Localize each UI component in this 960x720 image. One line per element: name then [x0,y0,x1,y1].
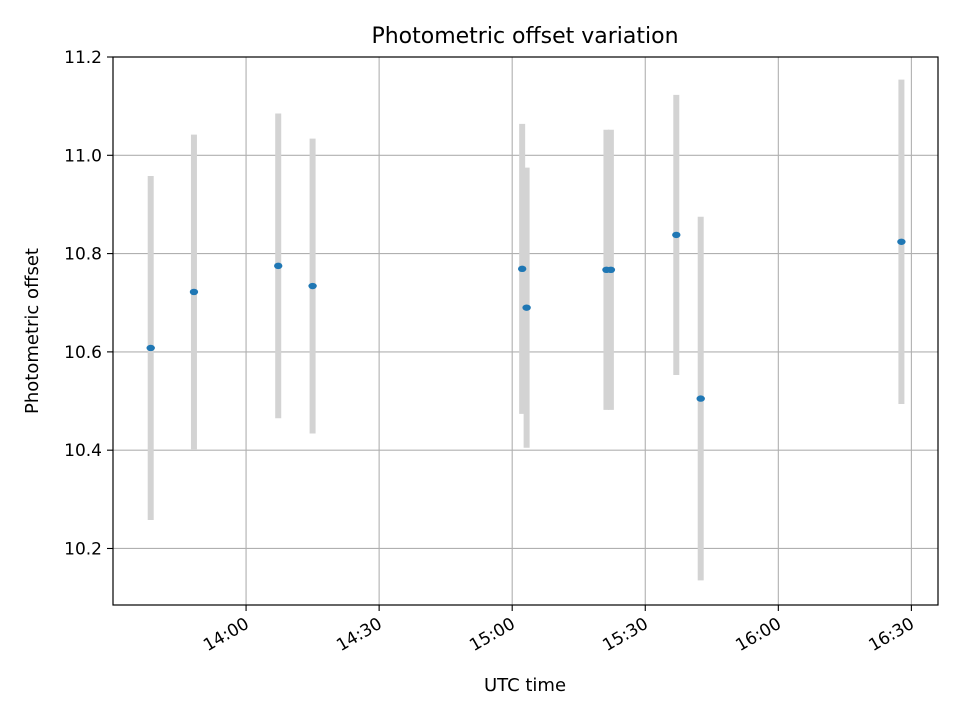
y-tick-label: 10.6 [64,343,102,363]
data-point [517,265,527,273]
y-tick-label: 10.8 [64,245,102,265]
plot-frame [112,56,939,606]
data-point [897,238,906,245]
data-point [672,231,681,239]
data-points [146,231,906,402]
data-point [146,344,155,352]
chart-title: Photometric offset variation [371,24,678,49]
y-axis-label: Photometric offset [22,248,43,414]
data-point [522,304,531,311]
x-axis-label: UTC time [484,675,566,696]
y-tick-label: 10.2 [64,539,102,559]
y-tick-label: 10.4 [64,441,102,461]
data-point [696,395,705,402]
y-tick-label: 11.2 [64,48,102,68]
data-point [606,266,616,274]
data-point [308,282,317,290]
data-point [274,262,283,270]
data-point [189,288,199,296]
y-axis-ticks: 10.2 10.4 10.6 10.8 11.0 11.2 [64,48,113,559]
y-tick-label: 11.0 [64,146,102,166]
